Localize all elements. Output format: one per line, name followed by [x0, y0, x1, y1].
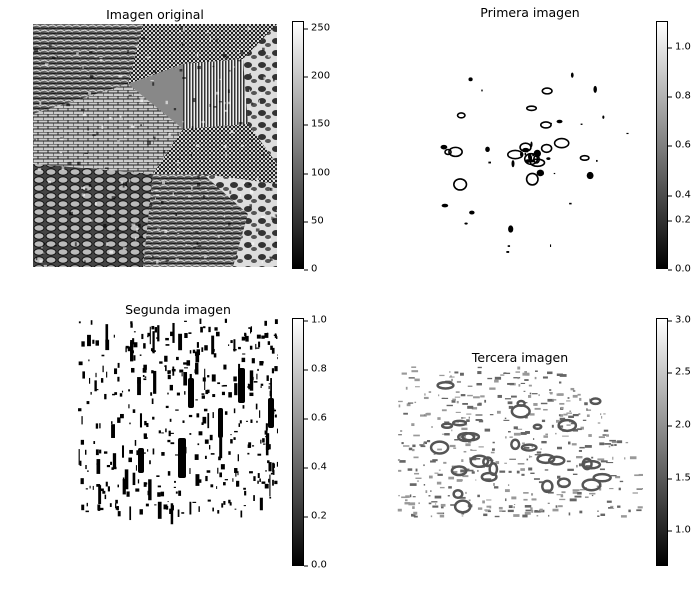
panel-title-primera: Primera imagen: [480, 5, 580, 20]
tick-label: 100: [303, 167, 331, 179]
tick-label: 200: [303, 70, 331, 82]
tick-label: 2.0: [668, 419, 691, 431]
tick-label: 0.4: [668, 189, 691, 201]
colorbar-segunda: [292, 318, 304, 566]
panel-title-original: Imagen original: [106, 7, 204, 22]
original-texture-image: [33, 24, 277, 267]
segunda-binary-image: [78, 318, 278, 526]
colorbar-original: [292, 21, 304, 269]
tick-label: 250: [303, 22, 331, 34]
tick-label: 0.8: [304, 363, 327, 375]
tick-label: 0.6: [304, 412, 327, 424]
tick-label: 150: [303, 118, 331, 130]
colorbar-primera: [656, 21, 668, 269]
colorbar-tercera: [656, 318, 668, 566]
tick-label: 0.8: [668, 90, 691, 102]
panel-title-segunda: Segunda imagen: [125, 302, 231, 317]
tick-label: 0.0: [668, 263, 691, 275]
tercera-label-image: [397, 366, 643, 518]
primera-edge-image: [413, 22, 648, 272]
tick-label: 0.6: [668, 139, 691, 151]
tick-label: 1.0: [668, 524, 691, 536]
panel-title-tercera: Tercera imagen: [471, 350, 569, 365]
tick-label: 0.4: [304, 461, 327, 473]
tick-label: 2.5: [668, 366, 691, 378]
tick-label: 3.0: [668, 314, 691, 326]
tick-label: 50: [304, 215, 324, 227]
tick-label: 0: [303, 263, 318, 275]
tick-label: 1.5: [668, 472, 691, 484]
tick-label: 1.0: [668, 41, 691, 53]
tick-label: 0.2: [304, 510, 327, 522]
tick-label: 0.0: [304, 559, 327, 571]
tick-label: 0.2: [668, 214, 691, 226]
tick-label: 1.0: [304, 314, 327, 326]
